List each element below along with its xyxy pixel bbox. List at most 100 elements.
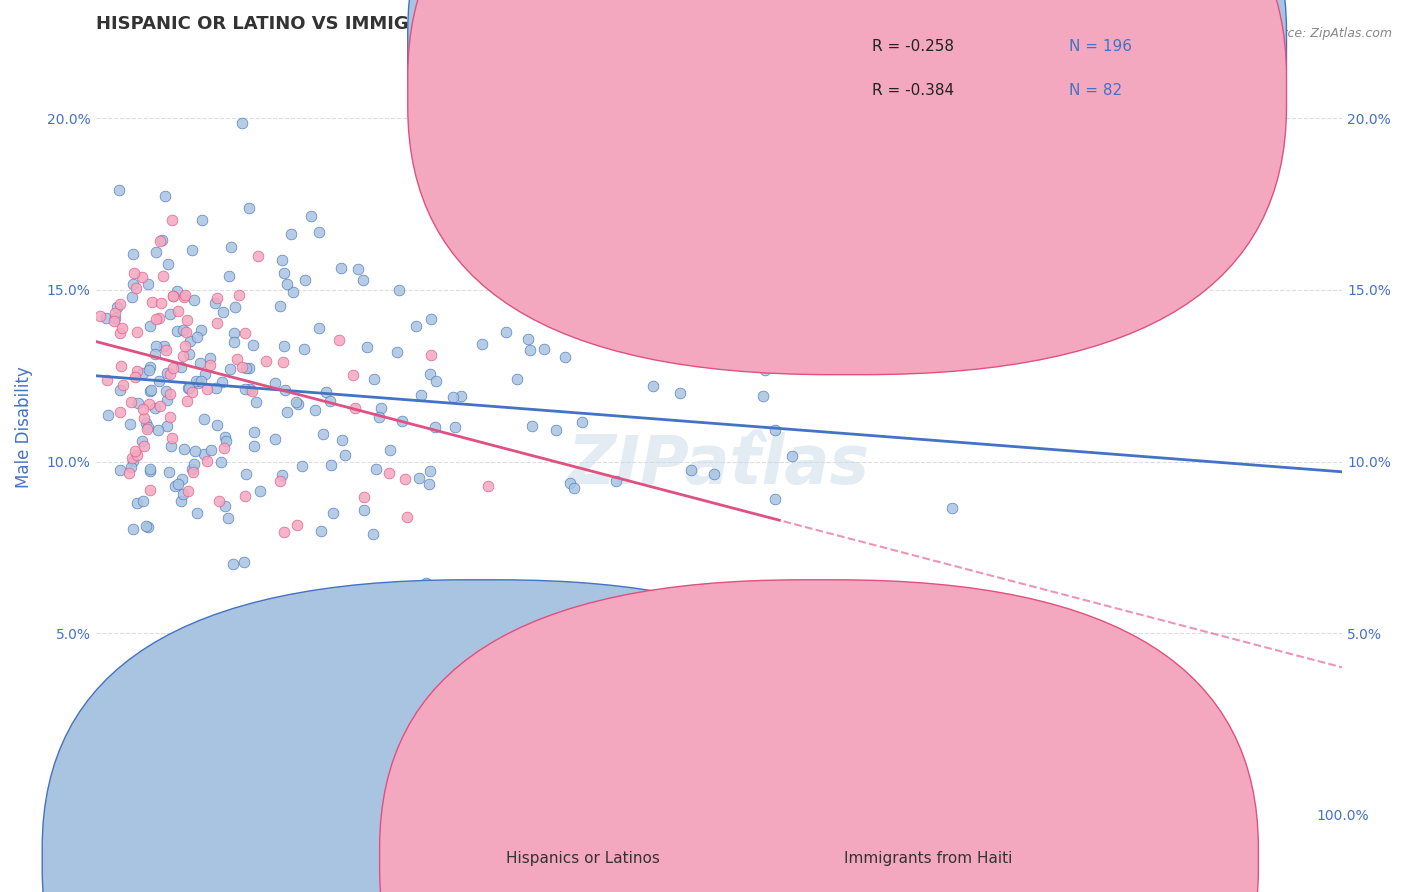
Point: [135, 416, 157, 430]
Point: [218, 361, 240, 376]
Point: [441, 390, 464, 404]
Point: [235, 489, 257, 503]
Point: [420, 348, 443, 362]
Point: [136, 277, 159, 291]
Point: [132, 439, 155, 453]
Point: [121, 460, 143, 475]
Point: [385, 345, 408, 359]
Point: [238, 201, 260, 215]
Point: [254, 354, 277, 368]
Text: Immigrants from Haiti: Immigrants from Haiti: [844, 851, 1012, 865]
Point: [174, 339, 197, 353]
Point: [205, 381, 228, 395]
Point: [176, 394, 198, 409]
Point: [380, 442, 402, 457]
Point: [186, 330, 208, 344]
Point: [281, 285, 304, 299]
Point: [172, 472, 194, 486]
Point: [124, 369, 146, 384]
Point: [197, 383, 219, 397]
Point: [218, 269, 240, 284]
Point: [308, 225, 330, 239]
Point: [138, 520, 160, 534]
Point: [287, 396, 309, 410]
Point: [347, 262, 370, 277]
Point: [125, 280, 148, 294]
Point: [198, 359, 221, 373]
Point: [159, 386, 181, 401]
Point: [139, 384, 162, 398]
Point: [312, 426, 335, 441]
Point: [103, 314, 125, 328]
Point: [222, 557, 245, 571]
Point: [138, 363, 160, 377]
Point: [562, 481, 585, 495]
Point: [233, 555, 256, 569]
Point: [240, 384, 263, 399]
Text: Hispanics or Latinos: Hispanics or Latinos: [506, 851, 659, 865]
Point: [231, 116, 253, 130]
Point: [139, 383, 162, 397]
Point: [361, 527, 384, 541]
Point: [150, 233, 173, 247]
Point: [170, 493, 193, 508]
Point: [156, 392, 179, 407]
Point: [124, 443, 146, 458]
Point: [352, 273, 374, 287]
Point: [152, 269, 174, 284]
Point: [156, 366, 179, 380]
Point: [269, 475, 291, 489]
Point: [235, 361, 257, 376]
Point: [477, 479, 499, 493]
Point: [233, 326, 256, 340]
Point: [183, 293, 205, 307]
Point: [554, 350, 576, 364]
Point: [408, 470, 430, 484]
Point: [111, 320, 134, 334]
Point: [630, 310, 652, 324]
Point: [135, 422, 157, 436]
Point: [519, 343, 541, 358]
Point: [177, 484, 200, 499]
Point: [94, 311, 117, 326]
Point: [110, 359, 132, 373]
Point: [751, 389, 773, 403]
Point: [131, 402, 153, 417]
Point: [139, 483, 162, 497]
Point: [765, 423, 787, 437]
Point: [284, 395, 307, 409]
Point: [132, 494, 155, 508]
Point: [156, 419, 179, 434]
Y-axis label: Male Disability: Male Disability: [15, 367, 32, 488]
Point: [155, 343, 177, 357]
Point: [170, 359, 193, 374]
Point: [285, 518, 308, 533]
Point: [418, 477, 440, 491]
Point: [204, 296, 226, 310]
Point: [280, 227, 302, 241]
Point: [108, 326, 131, 341]
Point: [190, 323, 212, 337]
Point: [395, 509, 418, 524]
Point: [703, 467, 725, 482]
Point: [163, 479, 186, 493]
Point: [222, 335, 245, 350]
Point: [155, 384, 177, 398]
Point: [342, 368, 364, 382]
Point: [344, 401, 367, 416]
Point: [329, 260, 352, 275]
Point: [330, 434, 353, 448]
Point: [157, 465, 180, 479]
Point: [176, 313, 198, 327]
Point: [450, 388, 472, 402]
Point: [585, 276, 607, 290]
Text: R = -0.384: R = -0.384: [872, 84, 953, 98]
Point: [121, 277, 143, 292]
Point: [135, 518, 157, 533]
Point: [172, 323, 194, 337]
Point: [529, 301, 551, 316]
Point: [162, 288, 184, 302]
Point: [471, 337, 494, 351]
Point: [108, 463, 131, 477]
Point: [200, 442, 222, 457]
